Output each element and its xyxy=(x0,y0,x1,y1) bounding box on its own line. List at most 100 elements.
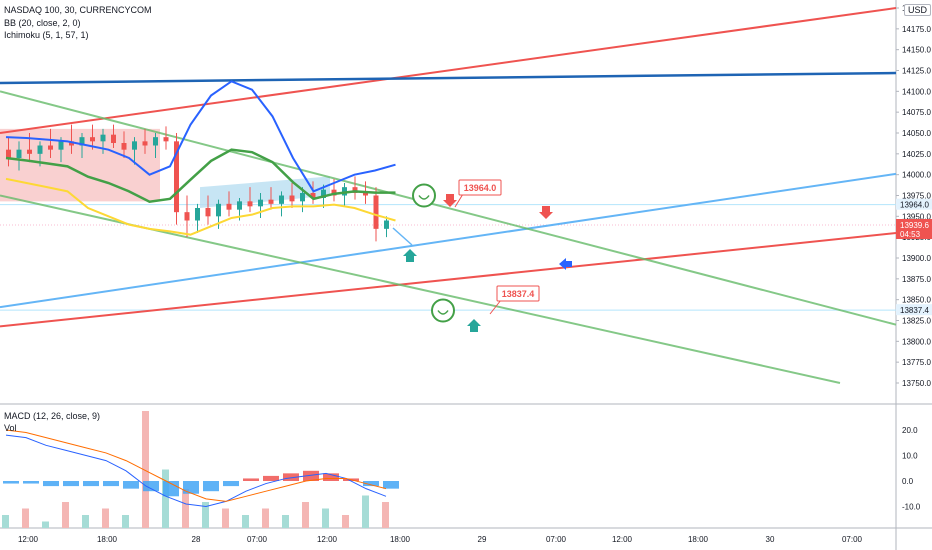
macd-histogram-bar xyxy=(363,481,379,487)
symbol-title: NASDAQ 100, 30, CURRENCYCOM xyxy=(4,5,152,15)
candle-body xyxy=(16,149,22,158)
callout-box xyxy=(496,285,540,302)
price-marker-label: 13939.6 xyxy=(900,221,929,230)
trendline-red-upper xyxy=(0,7,897,134)
price-tick-label: 13825.0 xyxy=(902,317,931,326)
macd-histogram-bar xyxy=(283,473,299,481)
macd-tick-label: 10.0 xyxy=(902,452,918,461)
macd-line xyxy=(5,434,387,508)
time-tick-label: 07:00 xyxy=(842,535,863,544)
price-tick-label: 13775.0 xyxy=(902,358,931,367)
volume-bar xyxy=(202,502,209,528)
candle-body xyxy=(289,195,295,202)
price-tick-label: 14050.0 xyxy=(902,129,931,138)
candle-body xyxy=(300,193,305,202)
macd-tick-label: 20.0 xyxy=(902,426,918,435)
volume-bar xyxy=(182,489,189,528)
candle-body xyxy=(384,220,389,229)
time-tick-label: 28 xyxy=(192,535,201,544)
macd-tick-label: -10.0 xyxy=(902,503,921,512)
signal-arrow-icon xyxy=(403,249,417,262)
price-marker-label: 13964.0 xyxy=(900,201,929,210)
trendline-green-upper xyxy=(0,90,897,326)
price-marker-box xyxy=(896,198,932,210)
price-marker-box xyxy=(896,304,932,316)
bollinger-lower xyxy=(5,177,396,236)
macd-histogram-bar xyxy=(103,481,119,487)
callout-leader xyxy=(454,193,464,208)
macd-histogram-bar xyxy=(223,481,239,487)
volume-bar xyxy=(162,469,169,528)
candle-body xyxy=(352,187,358,193)
price-tick-label: 13750.0 xyxy=(902,379,931,388)
trendline-light-blue xyxy=(0,172,897,309)
price-marker-label: 13837.4 xyxy=(900,306,929,315)
callout-leader xyxy=(489,299,502,315)
time-tick-label: 12:00 xyxy=(317,535,338,544)
macd-histogram-bar xyxy=(23,481,39,484)
volume-bar xyxy=(82,515,89,528)
macd-histogram-bar xyxy=(83,481,99,487)
volume-bar xyxy=(102,508,109,528)
price-tick-label: 14025.0 xyxy=(902,150,931,159)
volume-bar xyxy=(382,502,389,528)
time-tick-label: 07:00 xyxy=(247,535,268,544)
pattern-circle-glyph xyxy=(437,310,449,315)
macd-histogram-bar xyxy=(203,481,219,492)
candle-body xyxy=(58,141,64,150)
volume-bar xyxy=(282,515,289,528)
macd-histogram-bar xyxy=(263,475,279,481)
signal-arrow-icon xyxy=(443,194,457,207)
candle-body xyxy=(184,212,190,221)
time-tick-label: 30 xyxy=(766,535,775,544)
macd-title[interactable]: MACD (12, 26, close, 9) xyxy=(4,411,101,421)
time-tick-label: 18:00 xyxy=(688,535,709,544)
candle-body xyxy=(153,137,158,146)
currency-button[interactable]: USD xyxy=(904,4,932,16)
volume-bar xyxy=(262,508,269,528)
macd-histogram-bar xyxy=(163,481,179,497)
price-tick-label: 14000.0 xyxy=(902,171,931,180)
indicator-ichimoku[interactable]: Ichimoku (5, 1, 57, 1) xyxy=(4,30,89,40)
price-tick-label: 14075.0 xyxy=(902,108,931,117)
macd-histogram-bar xyxy=(383,481,399,489)
time-tick-label: 12:00 xyxy=(18,535,39,544)
callout-box xyxy=(458,179,502,196)
time-tick-label: 29 xyxy=(478,535,487,544)
bollinger-basis xyxy=(5,148,396,204)
price-marker-countdown: 04:53 xyxy=(900,230,921,239)
macd-histogram-bar xyxy=(123,481,139,489)
price-tick-label: 13800.0 xyxy=(902,337,931,346)
price-tick-label: 13850.0 xyxy=(902,296,931,305)
trendline-dark-blue xyxy=(0,71,897,85)
candle-body xyxy=(226,203,232,210)
macd-histogram-bar xyxy=(63,481,79,487)
candle-body xyxy=(27,149,32,154)
candle-body xyxy=(279,195,284,204)
candle-body xyxy=(90,137,95,142)
macd-histogram-bar xyxy=(303,470,319,481)
vol-title[interactable]: Vol xyxy=(4,423,17,433)
volume-bar xyxy=(42,521,49,528)
volume-bar xyxy=(222,508,229,528)
projection-line xyxy=(392,227,413,246)
macd-signal-line xyxy=(5,429,387,502)
time-tick-label: 18:00 xyxy=(390,535,411,544)
volume-bar xyxy=(302,502,309,528)
candle-body xyxy=(174,141,179,213)
signal-arrow-icon xyxy=(559,258,572,270)
candle-body xyxy=(121,143,127,150)
candle-body xyxy=(69,141,74,146)
price-tick-label: 14175.0 xyxy=(902,25,931,34)
indicator-bb[interactable]: BB (20, close, 2, 0) xyxy=(4,18,81,28)
volume-bar xyxy=(242,515,249,528)
volume-bar xyxy=(342,515,349,528)
candle-body xyxy=(142,141,148,146)
macd-histogram-bar xyxy=(183,481,199,494)
pattern-circle-icon xyxy=(431,298,455,323)
time-tick-label: 07:00 xyxy=(546,535,567,544)
candle-body xyxy=(321,189,326,198)
price-tick-label: 14125.0 xyxy=(902,67,931,76)
price-tick-label: 13900.0 xyxy=(902,254,931,263)
